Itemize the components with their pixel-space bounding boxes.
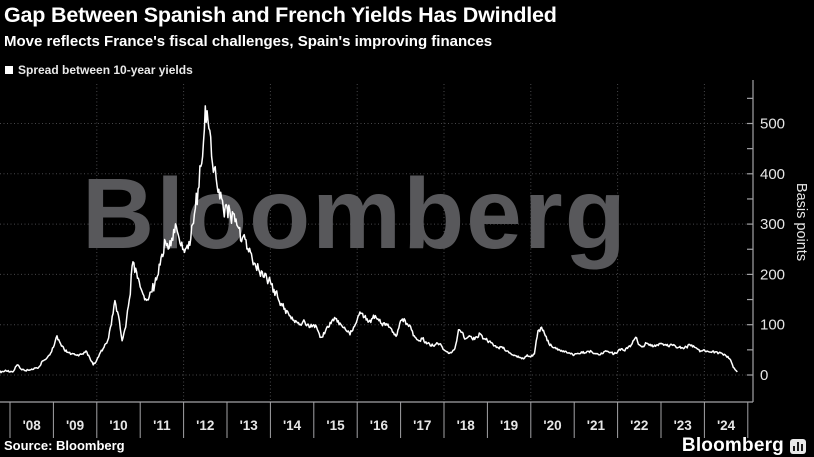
x-tick-label: '20 xyxy=(543,418,561,433)
page-title: Gap Between Spanish and French Yields Ha… xyxy=(4,3,557,27)
x-tick-label: '11 xyxy=(153,418,171,433)
legend-swatch-icon xyxy=(5,66,13,74)
x-tick-label: '22 xyxy=(630,418,648,433)
x-tick-label: '15 xyxy=(326,418,345,433)
y-tick-label: 500 xyxy=(760,116,785,133)
x-tick-label: '08 xyxy=(23,418,42,433)
bloomberg-wordmark: Bloomberg xyxy=(681,435,784,456)
y-tick-label: 200 xyxy=(760,266,785,283)
x-tick-label: '23 xyxy=(674,418,693,433)
source-note: Source: Bloomberg xyxy=(4,438,125,453)
x-tick-label: '24 xyxy=(717,418,736,433)
legend-label: Spread between 10-year yields xyxy=(18,63,193,77)
x-tick-label: '10 xyxy=(109,418,127,433)
x-tick-label: '09 xyxy=(66,418,84,433)
x-tick-label: '18 xyxy=(457,418,476,433)
y-axis-title: Basis points xyxy=(793,183,809,261)
y-tick-label: 100 xyxy=(760,317,785,334)
bloomberg-logo-icon xyxy=(790,438,806,454)
x-tick-label: '13 xyxy=(240,418,259,433)
gridlines xyxy=(0,84,753,400)
x-tick-label: '16 xyxy=(370,418,389,433)
axes xyxy=(0,80,754,438)
page-subtitle: Move reflects France's fiscal challenges… xyxy=(4,33,493,50)
x-tick-label: '12 xyxy=(196,418,214,433)
spread-data-line xyxy=(0,105,738,374)
x-tick-label: '19 xyxy=(500,418,518,433)
y-axis-labels: 0 100 200 300 400 500 Basis points xyxy=(760,116,809,385)
x-tick-label: '21 xyxy=(587,418,606,433)
bloomberg-brand: Bloomberg xyxy=(682,435,806,457)
y-tick-label: 0 xyxy=(760,367,768,384)
y-tick-label: 400 xyxy=(760,166,785,183)
bloomberg-watermark: Bloomberg xyxy=(82,158,628,270)
x-axis-labels: '08 '09 '10 '11 '12 '13 '14 '15 '16 '17 '18 '19 '20 '… xyxy=(23,418,736,433)
x-tick-label: '14 xyxy=(283,418,302,433)
y-tick-label: 300 xyxy=(760,216,785,233)
x-tick-label: '17 xyxy=(413,418,431,433)
legend: Spread between 10-year yields xyxy=(5,63,193,77)
